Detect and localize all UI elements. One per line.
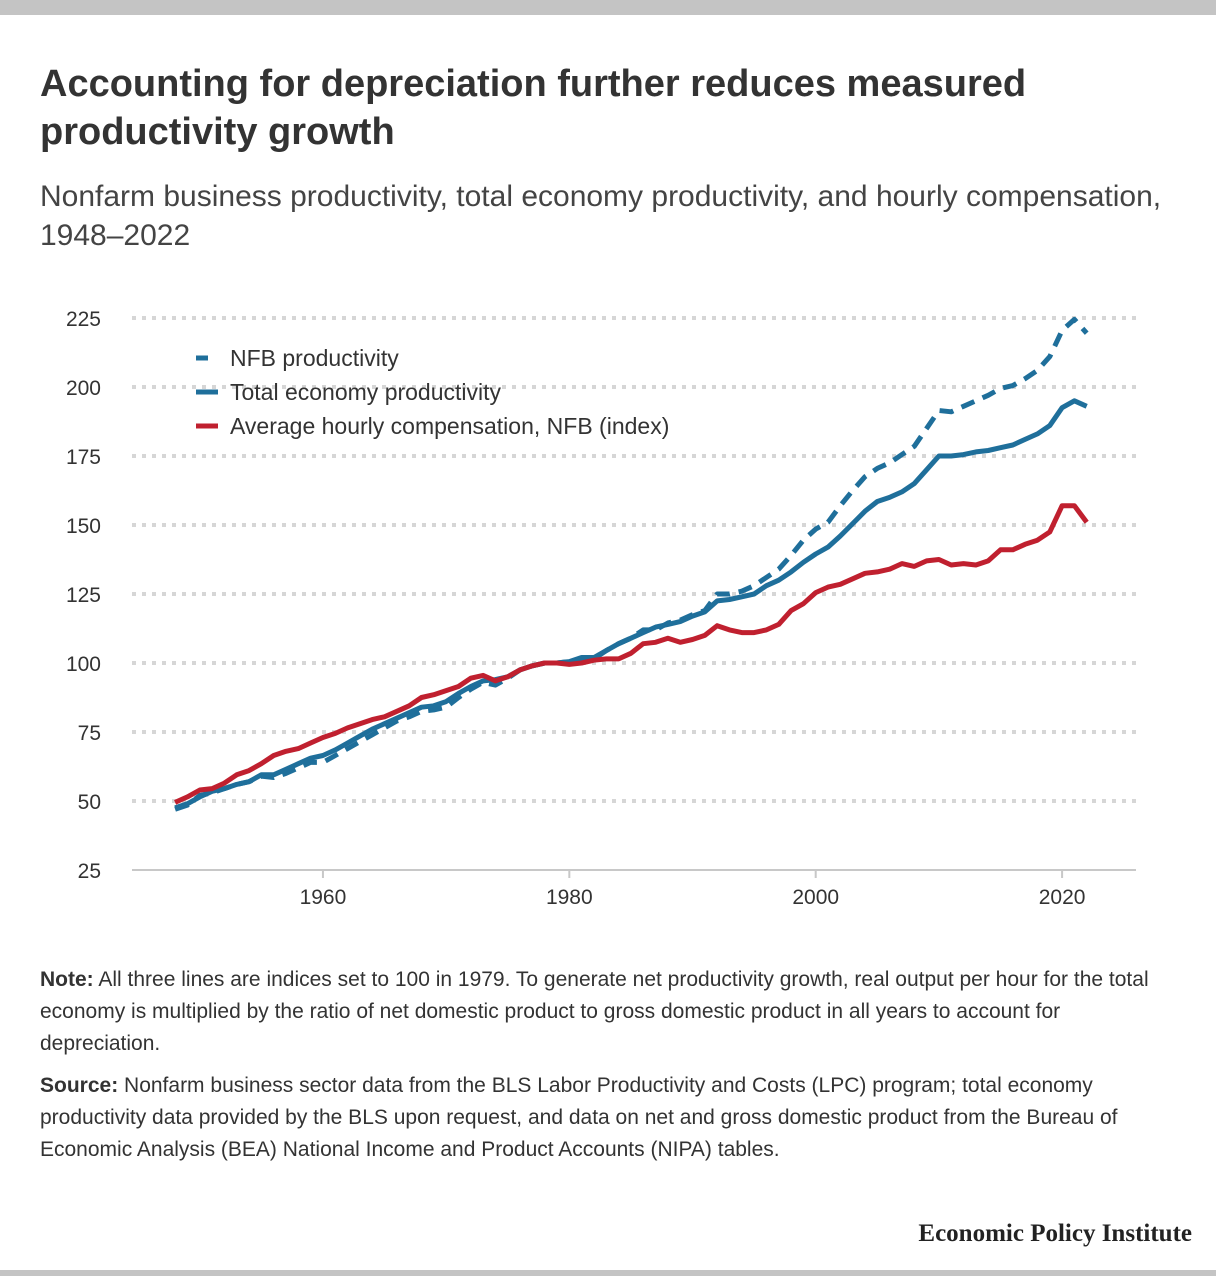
note-label: Note: — [40, 968, 94, 991]
y-tick-label: 200 — [66, 377, 101, 400]
gridlines — [132, 316, 1136, 803]
brand-logo-text: Economic Policy Institute — [918, 1220, 1192, 1247]
y-tick-label: 125 — [66, 584, 101, 607]
legend: NFB productivity Total economy productivi… — [196, 345, 669, 439]
series-line-3 — [174, 503, 1089, 805]
y-tick-label: 75 — [78, 722, 101, 745]
x-tick-label: 1980 — [546, 886, 593, 909]
note-text: All three lines are indices set to 100 i… — [40, 968, 1149, 1055]
legend-label-1: NFB productivity — [230, 345, 399, 371]
note-paragraph: Note: All three lines are indices set to… — [40, 964, 1180, 1060]
bottom-border-bar — [0, 1270, 1216, 1276]
chart-subtitle: Nonfarm business productivity, total eco… — [40, 180, 1162, 252]
legend-label-3: Average hourly compensation, NFB (index) — [230, 413, 669, 439]
source-paragraph: Source: Nonfarm business sector data fro… — [40, 1070, 1180, 1166]
y-tick-label: 150 — [66, 515, 101, 538]
y-tick-label: 25 — [78, 860, 101, 883]
y-tick-label: 225 — [66, 308, 101, 331]
notes-section: Note: All three lines are indices set to… — [40, 964, 1180, 1176]
source-text: Nonfarm business sector data from the BL… — [40, 1074, 1118, 1161]
x-tick-label: 2000 — [792, 886, 839, 909]
chart-title: Accounting for depreciation further redu… — [40, 63, 1027, 153]
y-tick-label: 100 — [66, 653, 101, 676]
top-border-bar — [0, 0, 1216, 15]
series-lines — [174, 316, 1089, 812]
line-chart: 25 50 75 100 125 150 175 200 225 1960 1980 2000 2020… — [66, 308, 1136, 909]
series-line-1 — [174, 316, 1089, 812]
axes: 25 50 75 100 125 150 175 200 225 1960 1980 2000 2020 — [66, 308, 1136, 909]
y-tick-label: 50 — [78, 791, 101, 814]
source-label: Source: — [40, 1074, 119, 1097]
legend-label-2: Total economy productivity — [230, 379, 502, 405]
series-line-2 — [174, 398, 1088, 811]
y-tick-label: 175 — [66, 446, 101, 469]
x-tick-label: 1960 — [300, 886, 347, 909]
x-tick-label: 2020 — [1039, 886, 1086, 909]
